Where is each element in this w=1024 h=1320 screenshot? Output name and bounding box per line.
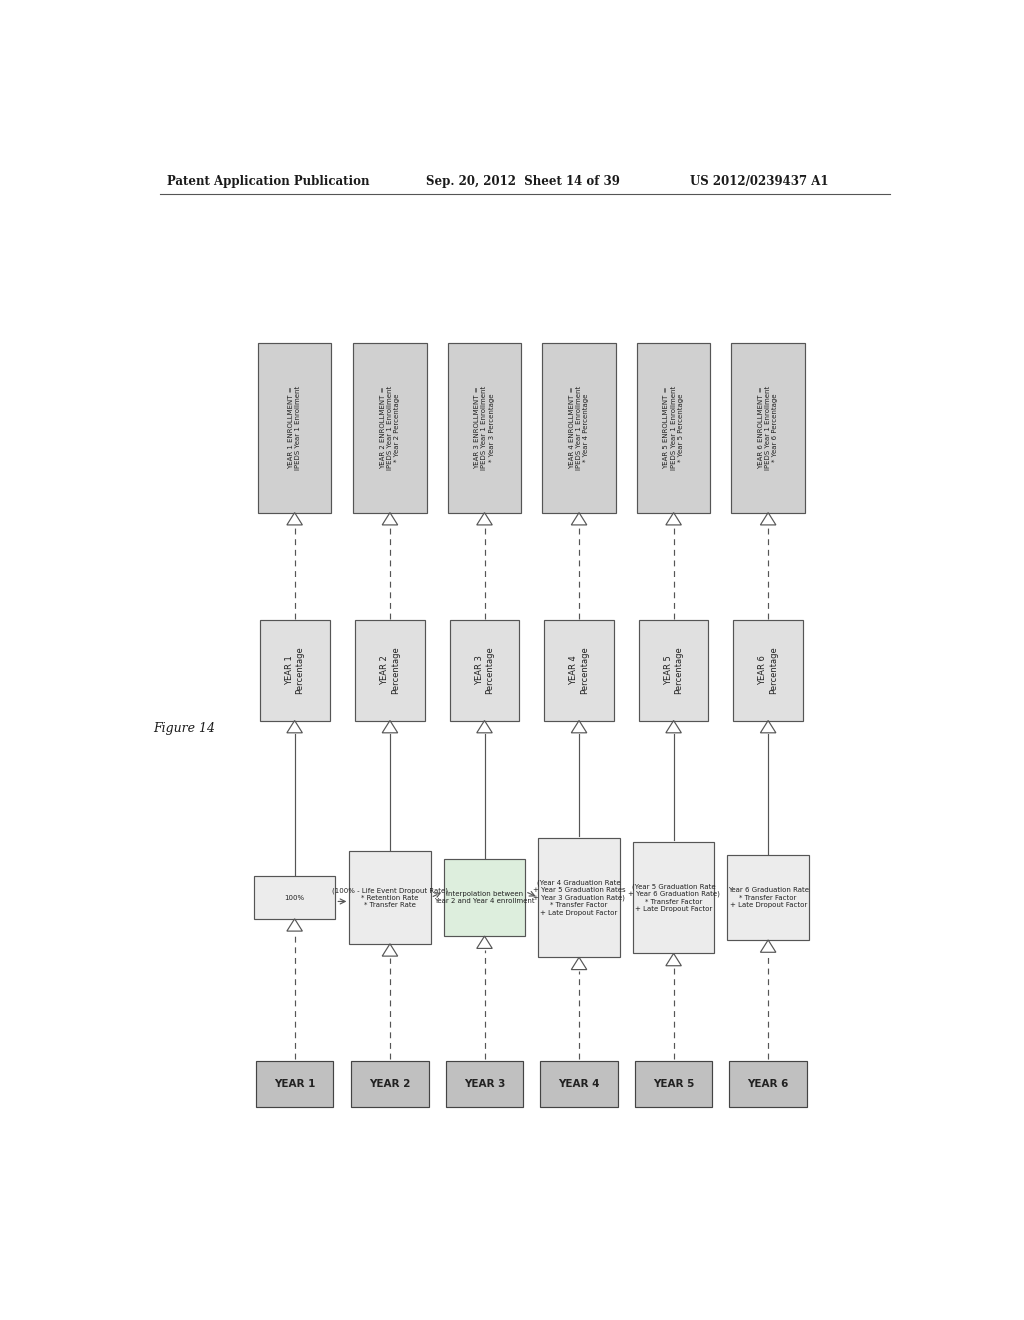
Text: YEAR 1
Percentage: YEAR 1 Percentage <box>285 647 304 694</box>
FancyBboxPatch shape <box>639 620 709 721</box>
Text: Patent Application Publication: Patent Application Publication <box>167 176 370 189</box>
Text: US 2012/0239437 A1: US 2012/0239437 A1 <box>690 176 828 189</box>
Text: 100%: 100% <box>285 895 305 900</box>
Text: YEAR 3
Percentage: YEAR 3 Percentage <box>475 647 495 694</box>
FancyBboxPatch shape <box>447 343 521 512</box>
FancyBboxPatch shape <box>543 343 615 512</box>
Text: YEAR 3 ENROLLMENT =
IPEDS Year 1 Enrollment
* Year 3 Percentage: YEAR 3 ENROLLMENT = IPEDS Year 1 Enrollm… <box>474 385 495 470</box>
Text: YEAR 1 ENROLLMENT =
IPEDS Year 1 Enrollment: YEAR 1 ENROLLMENT = IPEDS Year 1 Enrollm… <box>288 385 301 470</box>
Text: YEAR 5
Percentage: YEAR 5 Percentage <box>664 647 683 694</box>
Text: YEAR 4 ENROLLMENT =
IPEDS Year 1 Enrollment
* Year 4 Percentage: YEAR 4 ENROLLMENT = IPEDS Year 1 Enrollm… <box>568 385 589 470</box>
FancyBboxPatch shape <box>729 1061 807 1107</box>
Text: YEAR 6
Percentage: YEAR 6 Percentage <box>759 647 778 694</box>
Text: Sep. 20, 2012  Sheet 14 of 39: Sep. 20, 2012 Sheet 14 of 39 <box>426 176 621 189</box>
FancyBboxPatch shape <box>351 1061 429 1107</box>
FancyBboxPatch shape <box>254 876 335 919</box>
FancyBboxPatch shape <box>544 620 614 721</box>
FancyBboxPatch shape <box>353 343 427 512</box>
FancyBboxPatch shape <box>539 838 620 957</box>
Text: YEAR 4
Percentage: YEAR 4 Percentage <box>569 647 589 694</box>
FancyBboxPatch shape <box>733 620 803 721</box>
Text: YEAR 2: YEAR 2 <box>370 1078 411 1089</box>
FancyBboxPatch shape <box>541 1061 617 1107</box>
FancyBboxPatch shape <box>443 859 525 936</box>
Text: YEAR 1: YEAR 1 <box>274 1078 315 1089</box>
Text: (100% - Life Event Dropout Rate)
* Retention Rate
* Transfer Rate: (100% - Life Event Dropout Rate) * Reten… <box>332 887 447 908</box>
FancyBboxPatch shape <box>260 620 330 721</box>
FancyBboxPatch shape <box>731 343 805 512</box>
FancyBboxPatch shape <box>445 1061 523 1107</box>
Text: YEAR 5 ENROLLMENT =
IPEDS Year 1 Enrollment
* Year 5 Percentage: YEAR 5 ENROLLMENT = IPEDS Year 1 Enrollm… <box>664 385 684 470</box>
FancyBboxPatch shape <box>637 343 711 512</box>
Text: YEAR 4: YEAR 4 <box>558 1078 600 1089</box>
Text: (Year 5 Graduation Rate
+ Year 6 Graduation Rate)
* Transfer Factor
+ Late Dropo: (Year 5 Graduation Rate + Year 6 Graduat… <box>628 883 720 912</box>
Text: YEAR 5: YEAR 5 <box>653 1078 694 1089</box>
Text: Year 6 Graduation Rate
* Transfer Factor
+ Late Dropout Factor: Year 6 Graduation Rate * Transfer Factor… <box>728 887 809 908</box>
Text: YEAR 2
Percentage: YEAR 2 Percentage <box>380 647 399 694</box>
Text: YEAR 2 ENROLLMENT =
IPEDS Year 1 Enrollment
* Year 2 Percentage: YEAR 2 ENROLLMENT = IPEDS Year 1 Enrollm… <box>380 385 400 470</box>
Text: YEAR 3: YEAR 3 <box>464 1078 505 1089</box>
FancyBboxPatch shape <box>258 343 332 512</box>
Text: YEAR 6: YEAR 6 <box>748 1078 788 1089</box>
Text: (Year 4 Graduation Rate
+ Year 5 Graduation Rates
+ Year 3 Graduation Rate)
* Tr: (Year 4 Graduation Rate + Year 5 Graduat… <box>532 879 626 916</box>
FancyBboxPatch shape <box>349 851 431 944</box>
Text: Interpolation between
Year 2 and Year 4 enrollment: Interpolation between Year 2 and Year 4 … <box>434 891 535 904</box>
FancyBboxPatch shape <box>633 842 715 953</box>
FancyBboxPatch shape <box>355 620 425 721</box>
FancyBboxPatch shape <box>256 1061 334 1107</box>
Text: Figure 14: Figure 14 <box>153 722 215 735</box>
FancyBboxPatch shape <box>727 855 809 940</box>
FancyBboxPatch shape <box>635 1061 713 1107</box>
FancyBboxPatch shape <box>450 620 519 721</box>
Text: YEAR 6 ENROLLMENT =
IPEDS Year 1 Enrollment
* Year 6 Percentage: YEAR 6 ENROLLMENT = IPEDS Year 1 Enrollm… <box>758 385 778 470</box>
